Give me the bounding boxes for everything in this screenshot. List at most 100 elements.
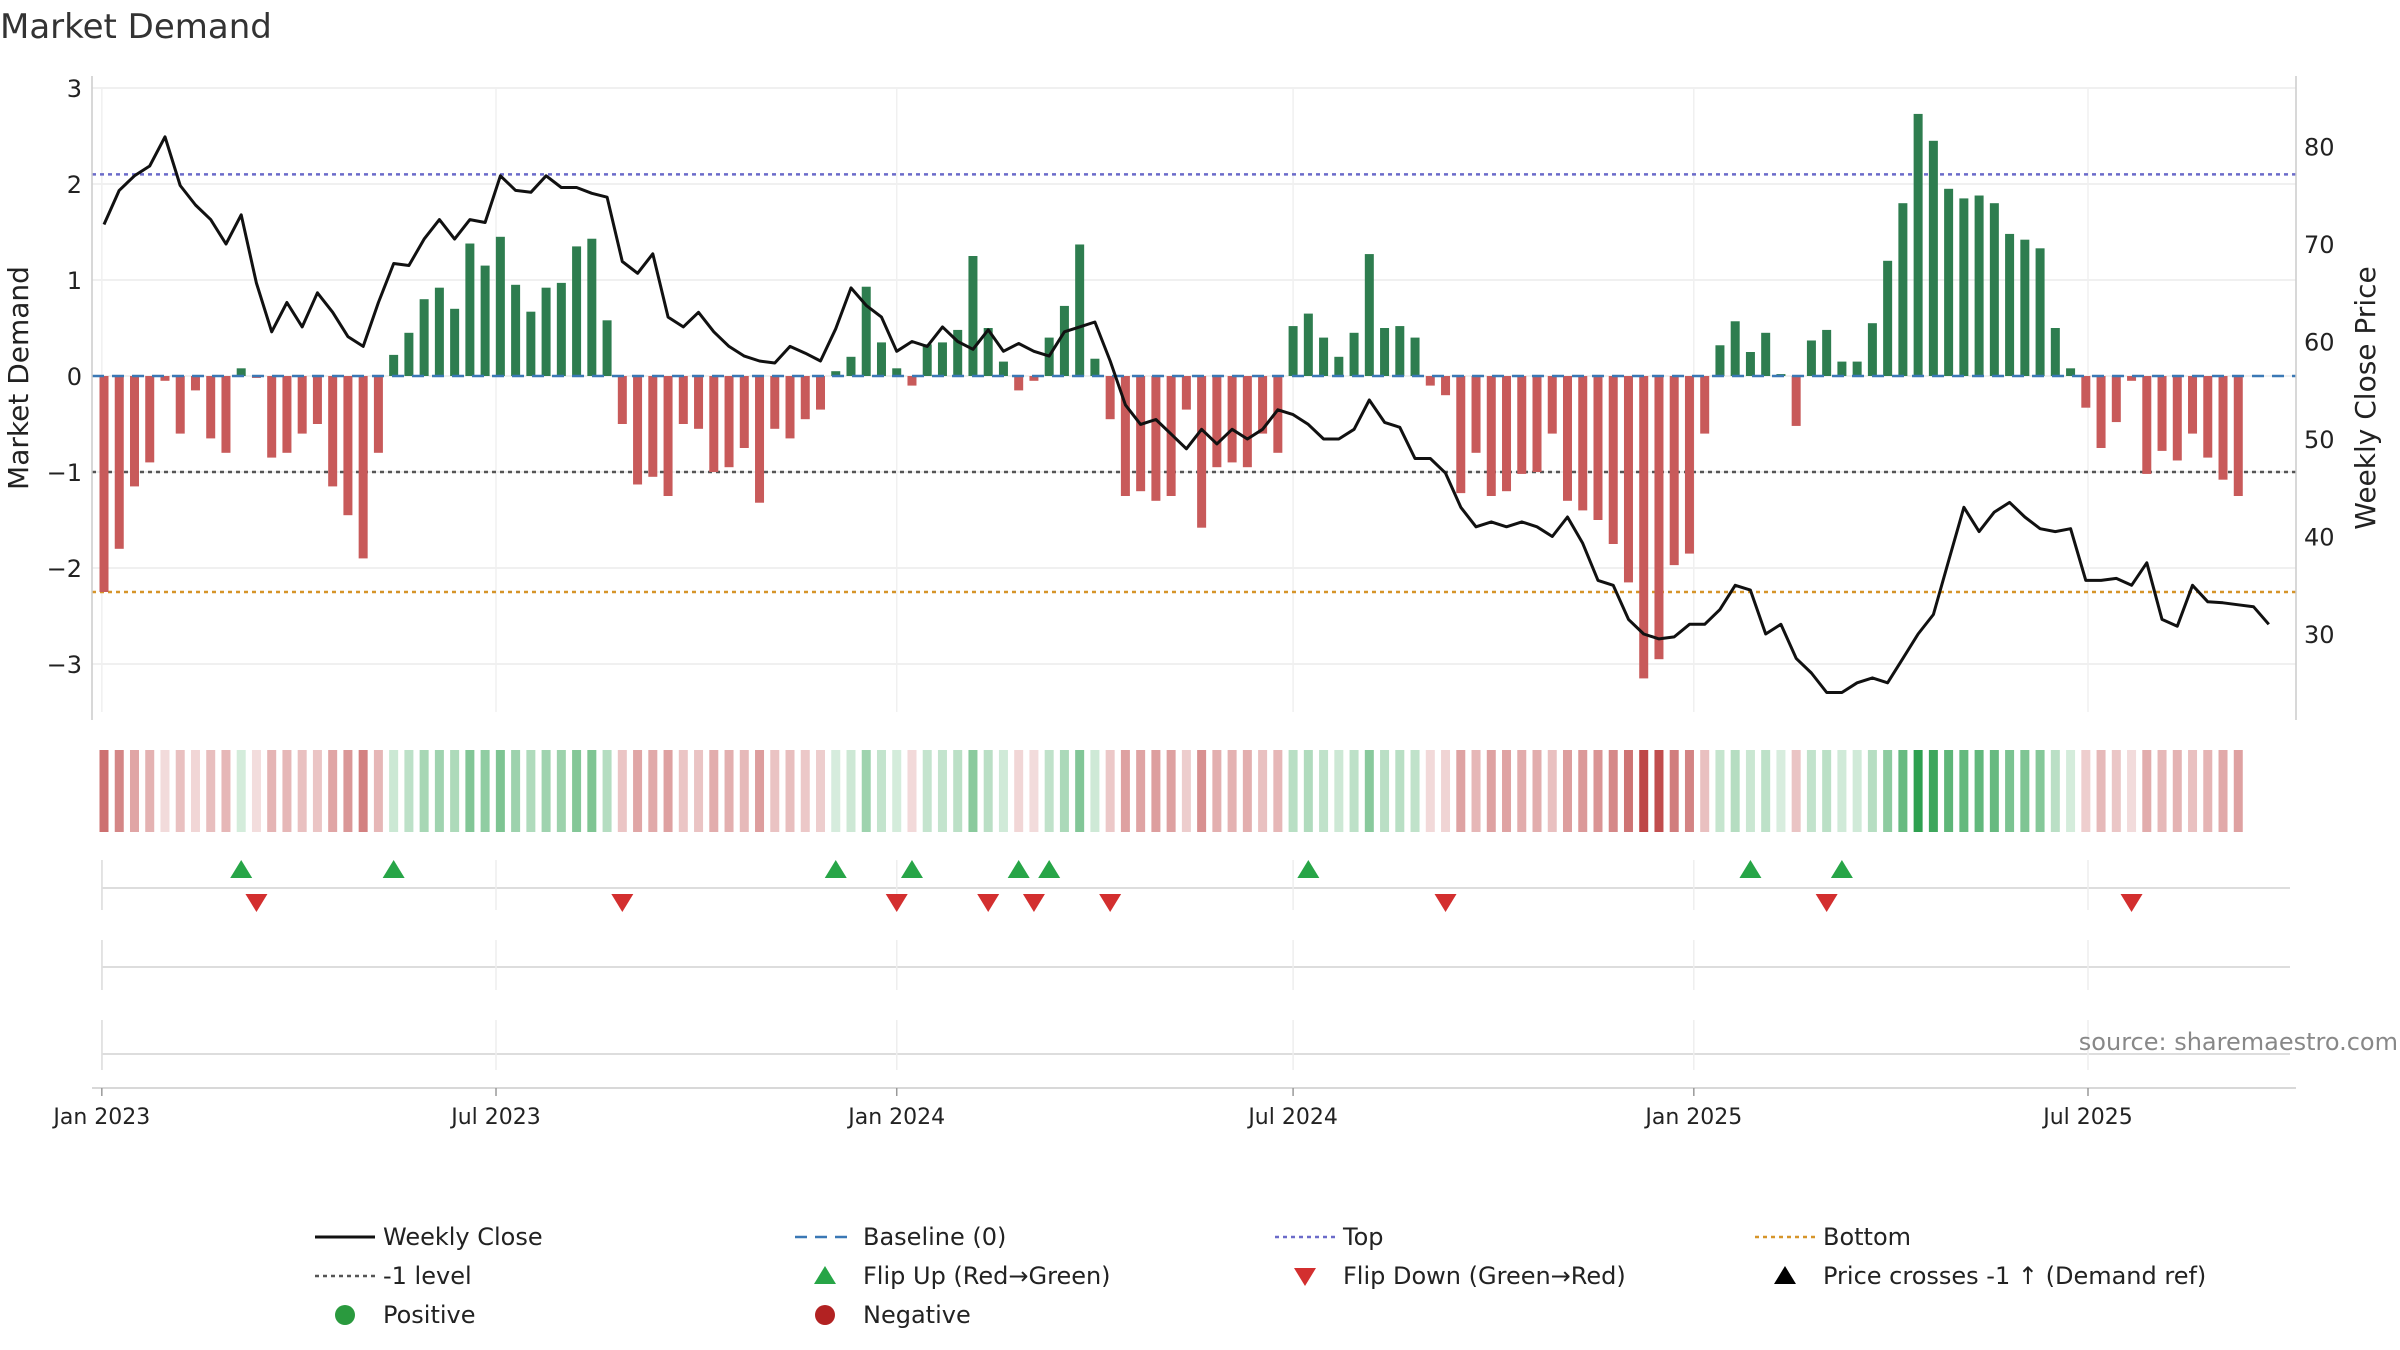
y-tick-left: −1 [47, 459, 82, 487]
grid-layer [92, 87, 2296, 712]
y-tick-left: 1 [67, 267, 82, 295]
heat-cell [160, 750, 170, 832]
legend-label: Price crosses -1 ↑ (Demand ref) [1823, 1262, 2206, 1290]
heat-cell [1471, 750, 1481, 832]
flip-up-marker [1297, 860, 1320, 878]
demand-bar [465, 243, 475, 376]
heat-cell [648, 750, 658, 832]
demand-bar [2020, 239, 2030, 376]
demand-bar [1075, 244, 1085, 376]
flip-up-marker [230, 860, 253, 878]
heat-cell [1898, 750, 1908, 832]
heat-cell [770, 750, 780, 832]
demand-bar [1806, 340, 1816, 376]
heat-cell [450, 750, 460, 832]
heat-cell [922, 750, 932, 832]
demand-bar [998, 361, 1008, 376]
heat-cell [1944, 750, 1954, 832]
demand-bar [1837, 361, 1847, 376]
heat-cell [1090, 750, 1100, 832]
demand-bar [2142, 376, 2152, 474]
y-tick-left: 3 [67, 75, 82, 103]
demand-bar [1349, 332, 1359, 376]
y-tick-right: 80 [2304, 134, 2335, 162]
heat-cell [1044, 750, 1054, 832]
demand-bar [1441, 376, 1451, 396]
heat-cell [1639, 750, 1649, 832]
legend-label: -1 level [383, 1262, 472, 1290]
demand-bar [1151, 376, 1161, 501]
source-label: source: sharemaestro.com [2079, 1028, 2398, 1056]
heat-cell [1136, 750, 1146, 832]
heat-cell [785, 750, 795, 832]
heat-cell [2142, 750, 2152, 832]
heat-cell [129, 750, 139, 832]
demand-bar [724, 376, 734, 468]
heat-cell [1623, 750, 1633, 832]
flip-down-marker [1099, 894, 1122, 912]
heat-cell [1578, 750, 1588, 832]
demand-bar [617, 376, 627, 424]
legend-item: Negative [815, 1301, 971, 1329]
demand-bar [1014, 376, 1024, 391]
flip-up-marker [1830, 860, 1853, 878]
demand-bar [2127, 376, 2137, 381]
flip-up-marker [382, 860, 405, 878]
demand-bar [2218, 376, 2228, 480]
demand-bar [1791, 376, 1801, 426]
x-tick-label: Jul 2023 [449, 1105, 541, 1130]
demand-bar [1761, 332, 1771, 376]
demand-bar [541, 287, 551, 376]
heat-cell [1166, 750, 1176, 832]
demand-bar [1090, 358, 1100, 376]
demand-bar [373, 376, 383, 453]
demand-bar [1593, 376, 1603, 520]
heat-cell [556, 750, 566, 832]
heat-cell [1761, 750, 1771, 832]
heat-cell [1517, 750, 1527, 832]
demand-bar [816, 376, 826, 410]
flip-down-marker [611, 894, 634, 912]
flip-up-marker [1038, 860, 1061, 878]
heat-cell [1303, 750, 1313, 832]
legend: Weekly Close Baseline (0) Top Bottom -1 leve… [315, 1223, 2206, 1329]
heat-cell [1745, 750, 1755, 832]
heat-cell [831, 750, 841, 832]
demand-bar [129, 376, 139, 487]
demand-bar [511, 284, 521, 376]
heat-cell [1532, 750, 1542, 832]
flip-up-marker [1007, 860, 1030, 878]
heat-cell [206, 750, 216, 832]
demand-bar [1380, 328, 1390, 376]
heat-cell [1059, 750, 1069, 832]
y-tick-right: 40 [2304, 524, 2335, 552]
legend-label: Baseline (0) [863, 1223, 1006, 1251]
price-line-layer [102, 135, 2270, 694]
x-tick-label: Jul 2024 [1246, 1105, 1338, 1130]
heat-cell [1441, 750, 1451, 832]
demand-bar [1258, 376, 1268, 434]
heat-cell [1349, 750, 1359, 832]
flip-down-marker [1815, 894, 1838, 912]
heat-cell [2218, 750, 2228, 832]
heat-cell [282, 750, 292, 832]
heat-cell [190, 750, 200, 832]
x-tick-label: Jan 2025 [1643, 1105, 1742, 1130]
heat-cell [633, 750, 643, 832]
heat-cell [114, 750, 124, 832]
heat-cell [465, 750, 475, 832]
heat-cell [1806, 750, 1816, 832]
demand-bar [450, 308, 460, 376]
heat-strip [99, 750, 2243, 832]
demand-bar [1029, 376, 1039, 381]
flip-up-marker [900, 860, 923, 878]
heat-cell [495, 750, 505, 832]
x-tick-label: Jul 2025 [2041, 1105, 2133, 1130]
demand-bar [1959, 198, 1969, 376]
demand-bar [663, 376, 673, 496]
demand-bars [99, 113, 2243, 679]
heat-cell [2172, 750, 2182, 832]
legend-item: Bottom [1755, 1223, 1911, 1251]
demand-bar [1669, 376, 1679, 566]
heat-cell [1395, 750, 1405, 832]
